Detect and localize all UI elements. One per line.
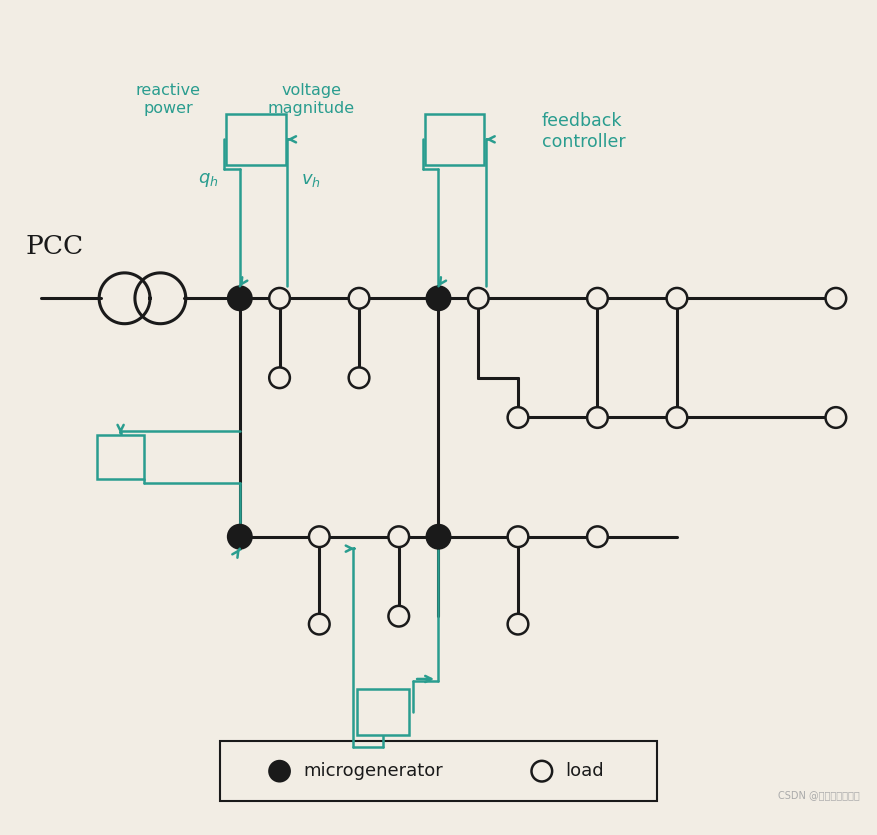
Circle shape — [99, 273, 150, 324]
Circle shape — [508, 407, 528, 428]
Bar — [424, 114, 484, 165]
Text: feedback
controller: feedback controller — [542, 112, 625, 151]
Circle shape — [587, 288, 608, 309]
Circle shape — [531, 761, 553, 782]
Circle shape — [587, 526, 608, 547]
Bar — [226, 114, 286, 165]
Circle shape — [269, 761, 290, 782]
Circle shape — [269, 367, 290, 388]
Circle shape — [309, 614, 330, 635]
Text: voltage
magnitude: voltage magnitude — [267, 84, 355, 116]
Circle shape — [667, 288, 688, 309]
Text: microgenerator: microgenerator — [303, 762, 443, 780]
Text: load: load — [566, 762, 604, 780]
Text: CSDN @电气工程研习社: CSDN @电气工程研习社 — [778, 791, 859, 801]
Text: reactive
power: reactive power — [136, 84, 201, 116]
Circle shape — [508, 526, 528, 547]
Circle shape — [349, 367, 369, 388]
Circle shape — [508, 614, 528, 635]
Circle shape — [309, 526, 330, 547]
Circle shape — [667, 407, 688, 428]
Circle shape — [389, 606, 409, 626]
Circle shape — [389, 526, 409, 547]
Circle shape — [587, 407, 608, 428]
Text: $q_h$: $q_h$ — [197, 171, 218, 190]
Circle shape — [825, 407, 846, 428]
Bar — [220, 741, 657, 801]
Bar — [357, 689, 409, 735]
Circle shape — [269, 288, 290, 309]
Bar — [96, 435, 145, 479]
Circle shape — [349, 288, 369, 309]
Circle shape — [228, 286, 252, 311]
Circle shape — [426, 524, 451, 549]
Text: PCC: PCC — [25, 234, 83, 259]
Circle shape — [228, 524, 252, 549]
Text: $v_h$: $v_h$ — [302, 171, 321, 190]
Circle shape — [825, 288, 846, 309]
Circle shape — [135, 273, 186, 324]
Circle shape — [426, 286, 451, 311]
Circle shape — [468, 288, 488, 309]
